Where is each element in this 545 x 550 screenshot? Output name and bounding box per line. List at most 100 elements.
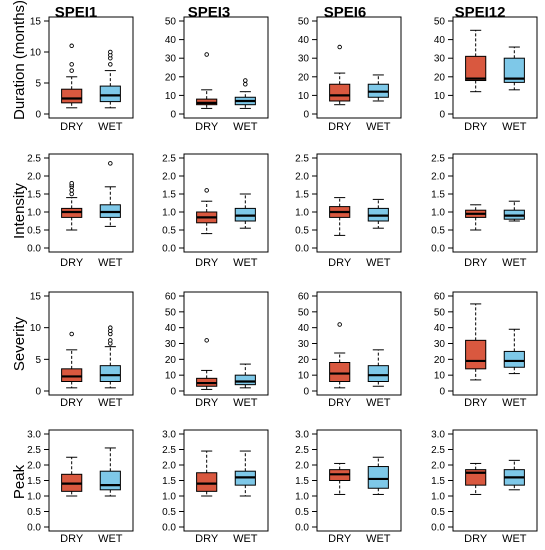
- x-tick-label: WET: [233, 121, 258, 133]
- x-tick-label: DRY: [464, 257, 488, 269]
- plot-frame: [316, 153, 402, 253]
- y-tick-label: 0.0: [27, 523, 41, 534]
- y-tick-label: 5: [35, 79, 41, 90]
- y-tick-label: 0: [439, 110, 445, 121]
- y-tick-label: 0.5: [162, 226, 176, 237]
- y-tick-label: 1.0: [162, 492, 176, 503]
- box-wet: WET: [233, 363, 258, 409]
- y-tick-label: 1.5: [295, 476, 309, 487]
- outlier-point: [69, 43, 74, 49]
- y-tick-label: 2.0: [295, 461, 309, 472]
- y-tick-label: 1.5: [27, 190, 41, 201]
- iqr-box: [503, 57, 525, 83]
- box-wet: WET: [233, 193, 258, 269]
- y-tick-label: 2.5: [27, 154, 41, 165]
- y-tick-label: 2.0: [295, 172, 309, 183]
- y-tick-label: 0: [303, 110, 309, 121]
- box-dry: DRY: [60, 43, 84, 133]
- y-tick-label: 30: [165, 54, 177, 65]
- y-tick-label: 40: [165, 35, 177, 46]
- box-dry: DRY: [60, 331, 84, 409]
- outlier-point: [204, 338, 209, 343]
- y-tick-label: 10: [434, 371, 446, 382]
- y-tick-label: 1.5: [162, 190, 176, 201]
- box-dry: DRY: [328, 322, 352, 409]
- x-tick-label: WET: [98, 257, 123, 269]
- y-tick-label: 1.0: [27, 492, 41, 503]
- iqr-box: [465, 55, 487, 82]
- y-tick-label: 20: [165, 355, 177, 366]
- box-dry: DRY: [328, 462, 352, 545]
- outlier-point: [204, 188, 209, 193]
- iqr-box: [234, 374, 256, 386]
- y-tick-label: 20: [434, 72, 446, 83]
- y-tick-label: 1.0: [431, 208, 445, 219]
- box-wet: WET: [98, 447, 123, 545]
- y-tick-label: 15: [30, 17, 42, 28]
- y-tick-label: 2.0: [431, 461, 445, 472]
- column-title-spei3: SPEI3: [188, 4, 231, 21]
- y-tick-label: 10: [434, 91, 446, 102]
- box-wet: WET: [366, 198, 391, 269]
- x-tick-label: DRY: [328, 257, 352, 269]
- box-wet: WET: [98, 49, 123, 133]
- box-wet: WET: [502, 200, 527, 269]
- boxplot-panel: 0 10 20 30 40 50 DRY WET: [298, 16, 402, 133]
- y-tick-label: 2.0: [27, 172, 41, 183]
- box-dry: DRY: [60, 180, 84, 269]
- y-tick-label: 1.5: [295, 190, 309, 201]
- boxplot-panel: 0.0 0.5 1.0 1.5 2.0 2.5 3.0 DRY WET: [295, 429, 402, 545]
- y-tick-label: 2.5: [295, 445, 309, 456]
- y-tick-label: 2.0: [162, 172, 176, 183]
- column-title-spei6: SPEI6: [324, 4, 367, 21]
- y-tick-label: 10: [298, 371, 310, 382]
- x-tick-label: DRY: [60, 257, 84, 269]
- box-dry: DRY: [195, 450, 219, 545]
- box-wet: WET: [502, 328, 527, 409]
- iqr-box: [329, 362, 351, 382]
- outlier-point: [108, 338, 113, 343]
- plot-frame: [183, 153, 269, 253]
- box-dry: DRY: [464, 462, 488, 545]
- y-tick-label: 1.5: [431, 190, 445, 201]
- x-tick-label: WET: [502, 257, 527, 269]
- row-label-duration: Duration (months): [11, 0, 28, 120]
- y-tick-label: 1.5: [162, 476, 176, 487]
- x-tick-label: DRY: [60, 121, 84, 133]
- y-tick-label: 0.5: [295, 226, 309, 237]
- y-tick-label: 60: [298, 292, 310, 303]
- x-tick-label: DRY: [195, 257, 219, 269]
- y-tick-label: 1.0: [295, 492, 309, 503]
- x-tick-label: DRY: [60, 397, 84, 409]
- x-tick-label: WET: [98, 397, 123, 409]
- x-tick-label: DRY: [464, 533, 488, 545]
- y-tick-label: 1.0: [162, 208, 176, 219]
- y-tick-label: 20: [298, 355, 310, 366]
- iqr-box: [99, 85, 121, 103]
- boxplot-panel: 0.0 0.5 1.0 1.5 2.0 2.5 DRY WET: [27, 153, 134, 269]
- boxplot-panel: 0 10 20 30 40 50 60 DRY WET: [165, 291, 269, 409]
- y-tick-label: 40: [298, 323, 310, 334]
- boxplot-panel: 0 10 20 30 40 50 DRY WET: [165, 16, 269, 133]
- plot-frame: [48, 291, 134, 396]
- y-tick-label: 60: [434, 292, 446, 303]
- y-tick-label: 0.0: [295, 523, 309, 534]
- y-tick-label: 10: [165, 371, 177, 382]
- iqr-box: [61, 88, 83, 104]
- x-tick-label: WET: [366, 257, 391, 269]
- boxplot-panel: 0.0 0.5 1.0 1.5 2.0 2.5 3.0 DRY WET: [27, 429, 134, 545]
- box-dry: DRY: [328, 44, 352, 133]
- y-tick-label: 30: [434, 339, 446, 350]
- y-tick-label: 40: [434, 323, 446, 334]
- y-tick-label: 2.0: [431, 172, 445, 183]
- outlier-point: [108, 62, 113, 67]
- y-tick-label: 2.5: [162, 445, 176, 456]
- plot-frame: [48, 153, 134, 253]
- y-tick-label: 10: [30, 323, 42, 334]
- y-tick-label: 1.5: [27, 476, 41, 487]
- boxplot-panel: 0.0 0.5 1.0 1.5 2.0 2.5 DRY WET: [431, 153, 538, 269]
- y-tick-label: 0.5: [27, 226, 41, 237]
- iqr-box: [99, 365, 121, 382]
- y-tick-label: 60: [165, 292, 177, 303]
